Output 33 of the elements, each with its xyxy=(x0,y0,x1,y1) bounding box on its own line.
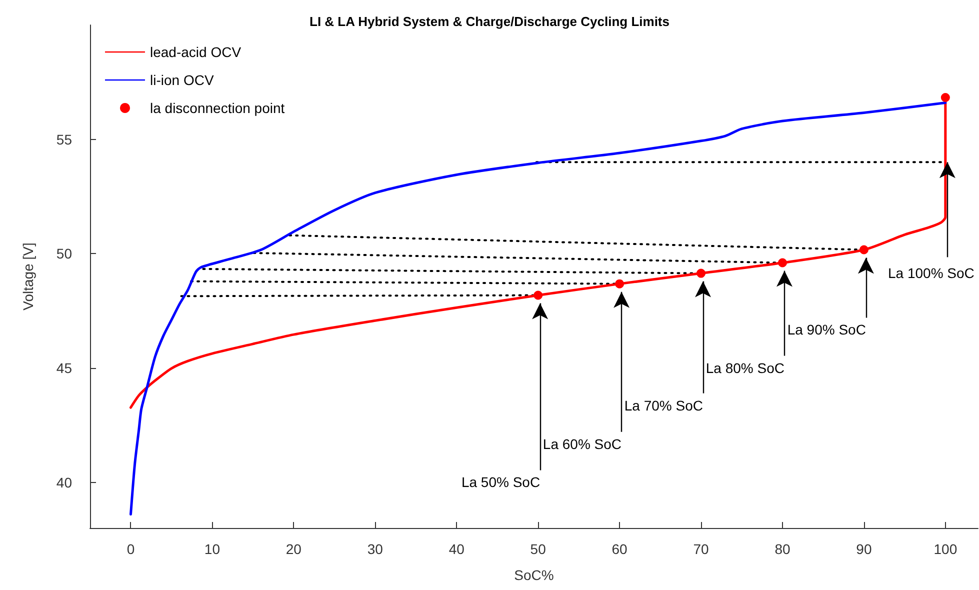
x-axis-title: SoC% xyxy=(514,567,554,583)
y-tick-label: 40 xyxy=(56,474,72,490)
annotation: La 70% SoC xyxy=(624,397,704,414)
x-tick-label: 20 xyxy=(286,541,302,557)
x-tick-label: 100 xyxy=(934,541,958,557)
x-tick-label: 40 xyxy=(448,541,465,557)
y-tick-label: 45 xyxy=(56,360,72,376)
annotation: La 90% SoC xyxy=(787,322,866,338)
legend-label: lead-acid OCV xyxy=(150,44,242,60)
x-tick-label: 30 xyxy=(367,541,384,557)
x-tick-label: 60 xyxy=(612,541,628,557)
x-tick-label: 70 xyxy=(693,541,710,557)
y-axis-title: Voltage [V] xyxy=(20,242,36,310)
point xyxy=(615,279,624,288)
chart-title: LI & LA Hybrid System & Charge/Discharge Cycling Limits xyxy=(310,14,670,29)
point xyxy=(859,245,868,254)
x-tick-label: 80 xyxy=(774,541,790,557)
point xyxy=(696,268,706,278)
x-tick-label: 10 xyxy=(204,541,220,557)
annotation: La 50% SoC xyxy=(461,474,540,490)
legend-label: la disconnection point xyxy=(150,100,285,116)
annotation: La 100% SoC xyxy=(888,265,974,282)
annotation: La 60% SoC xyxy=(542,436,622,452)
annotation: La 80% SoC xyxy=(706,360,784,376)
x-tick-label: 90 xyxy=(856,541,872,557)
x-tick-label: 50 xyxy=(530,541,546,557)
x-tick-label: 0 xyxy=(126,541,135,557)
legend-label: li-ion OCV xyxy=(150,72,214,88)
point xyxy=(534,290,543,300)
point xyxy=(940,92,950,102)
y-tick-label: 50 xyxy=(56,246,72,262)
y-tick-label: 55 xyxy=(56,131,72,148)
point xyxy=(778,258,787,268)
